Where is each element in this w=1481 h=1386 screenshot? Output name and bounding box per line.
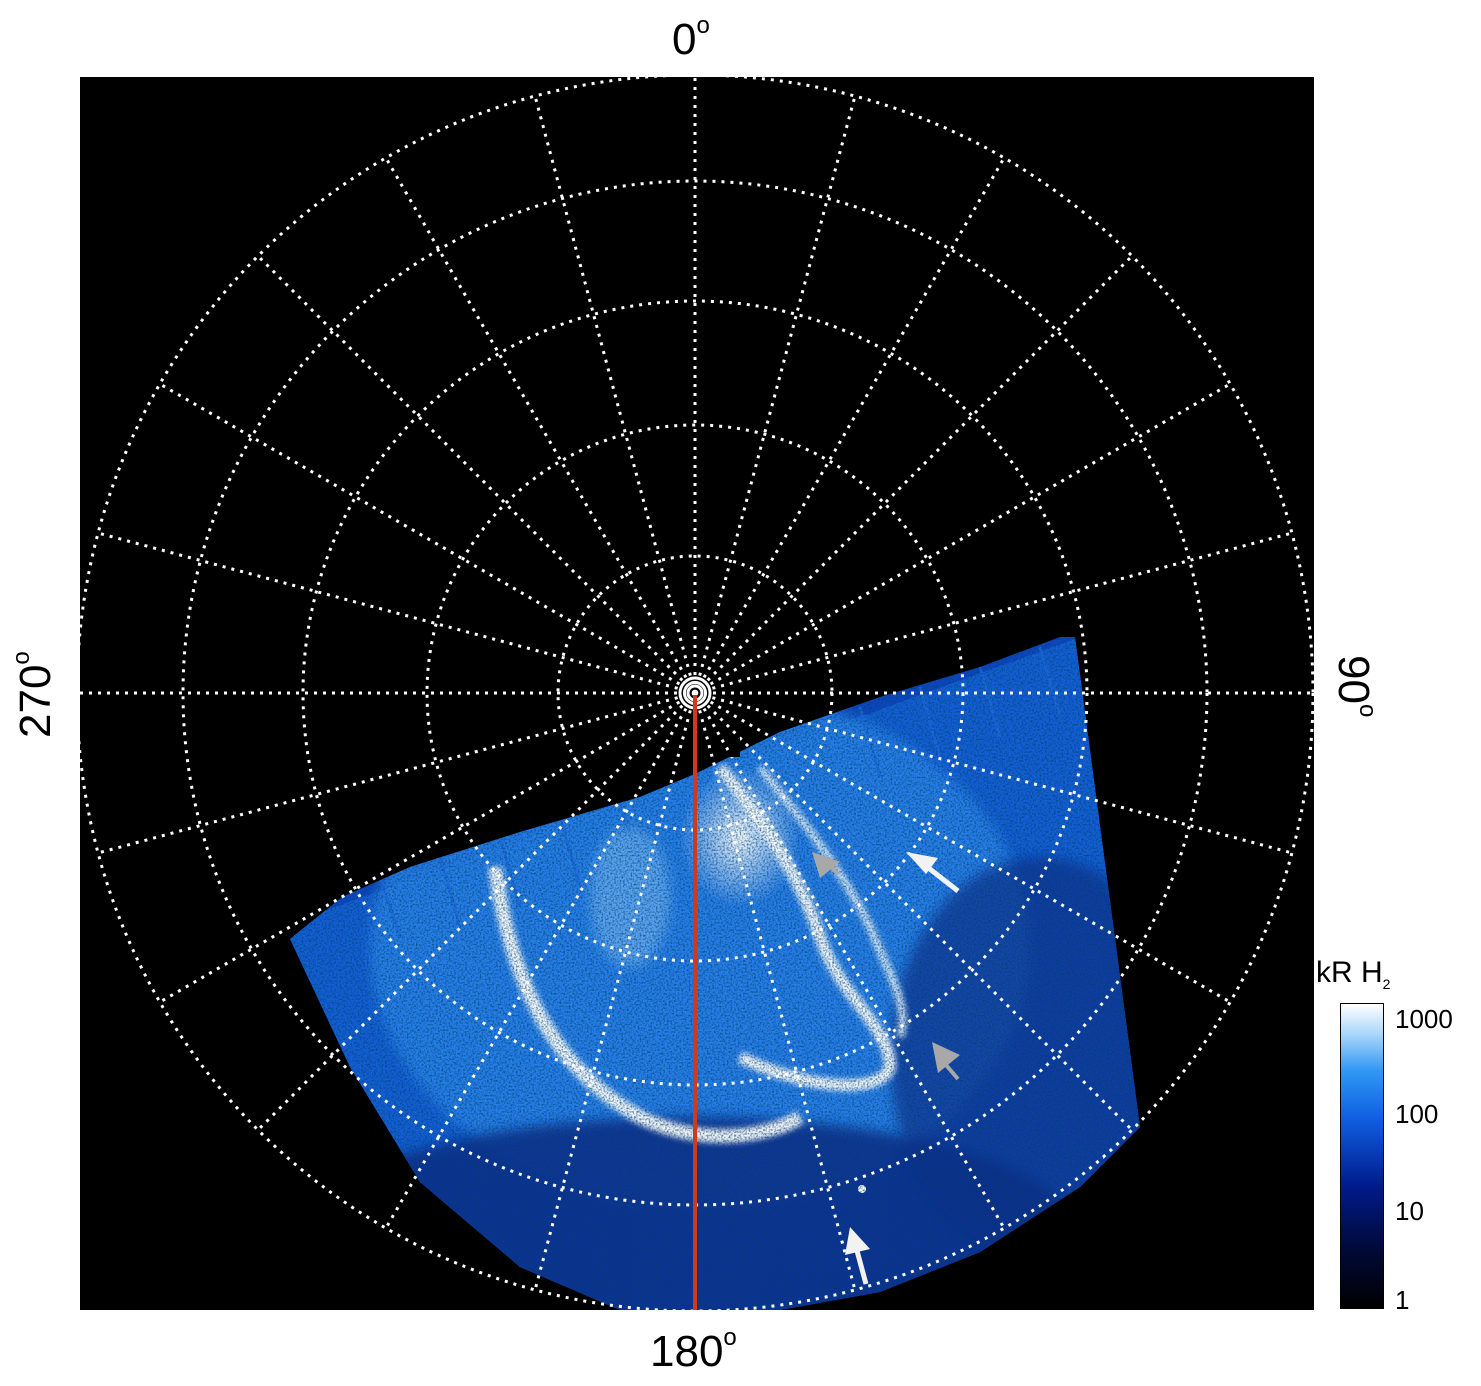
arrow-white-lower <box>845 1227 870 1285</box>
compass-label-270: 270o <box>8 651 60 738</box>
compass-label-90: 90o <box>1329 655 1381 718</box>
compass-label-180: 180o <box>650 1324 737 1376</box>
arrow-gray-lower <box>932 1042 960 1081</box>
compass-label-0: 0o <box>672 12 710 64</box>
arrow-gray-upper <box>812 852 840 878</box>
colorbar-title: kR H2 <box>1316 956 1391 992</box>
colorbar-tick-100: 100 <box>1395 1099 1439 1129</box>
polar-projection-image <box>80 77 1314 1310</box>
colorbar-tick-10: 10 <box>1395 1196 1424 1226</box>
colorbar-tick-1000: 1000 <box>1395 1004 1453 1034</box>
arrow-white-upper <box>906 852 960 893</box>
colorbar-tick-1: 1 <box>1395 1285 1410 1315</box>
colorbar-gradient <box>1340 1003 1384 1309</box>
polar-grid <box>80 77 1314 1310</box>
